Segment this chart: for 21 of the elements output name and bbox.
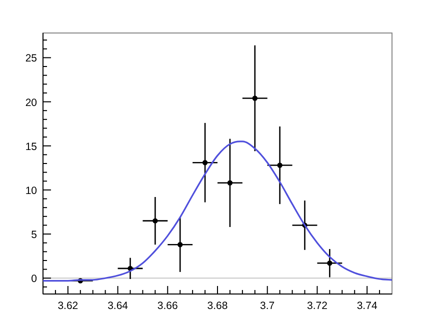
x-tick-label: 3.72 [306,300,328,312]
y-tick-label: 15 [25,140,38,153]
point [152,218,158,224]
y-tick-label: 25 [25,52,38,65]
x-tick-label: 3.7 [260,300,275,312]
x-tick-label: 3.66 [157,300,178,312]
x-tick-label: 3.64 [108,300,128,312]
point [178,242,183,248]
line-series [42,140,393,282]
y-tick-label: 20 [25,96,38,109]
x-tick-label: 3.62 [58,300,78,312]
point [277,162,282,168]
point [252,96,258,101]
point [227,180,233,186]
x-tick-label: 3.74 [356,300,378,312]
point [202,160,208,166]
point [327,260,332,266]
x-tick-label: 3.68 [207,300,228,312]
y-tick-label: 0 [31,273,38,286]
y-tick-label: 5 [31,229,38,242]
y-tick-label: 10 [25,184,38,197]
